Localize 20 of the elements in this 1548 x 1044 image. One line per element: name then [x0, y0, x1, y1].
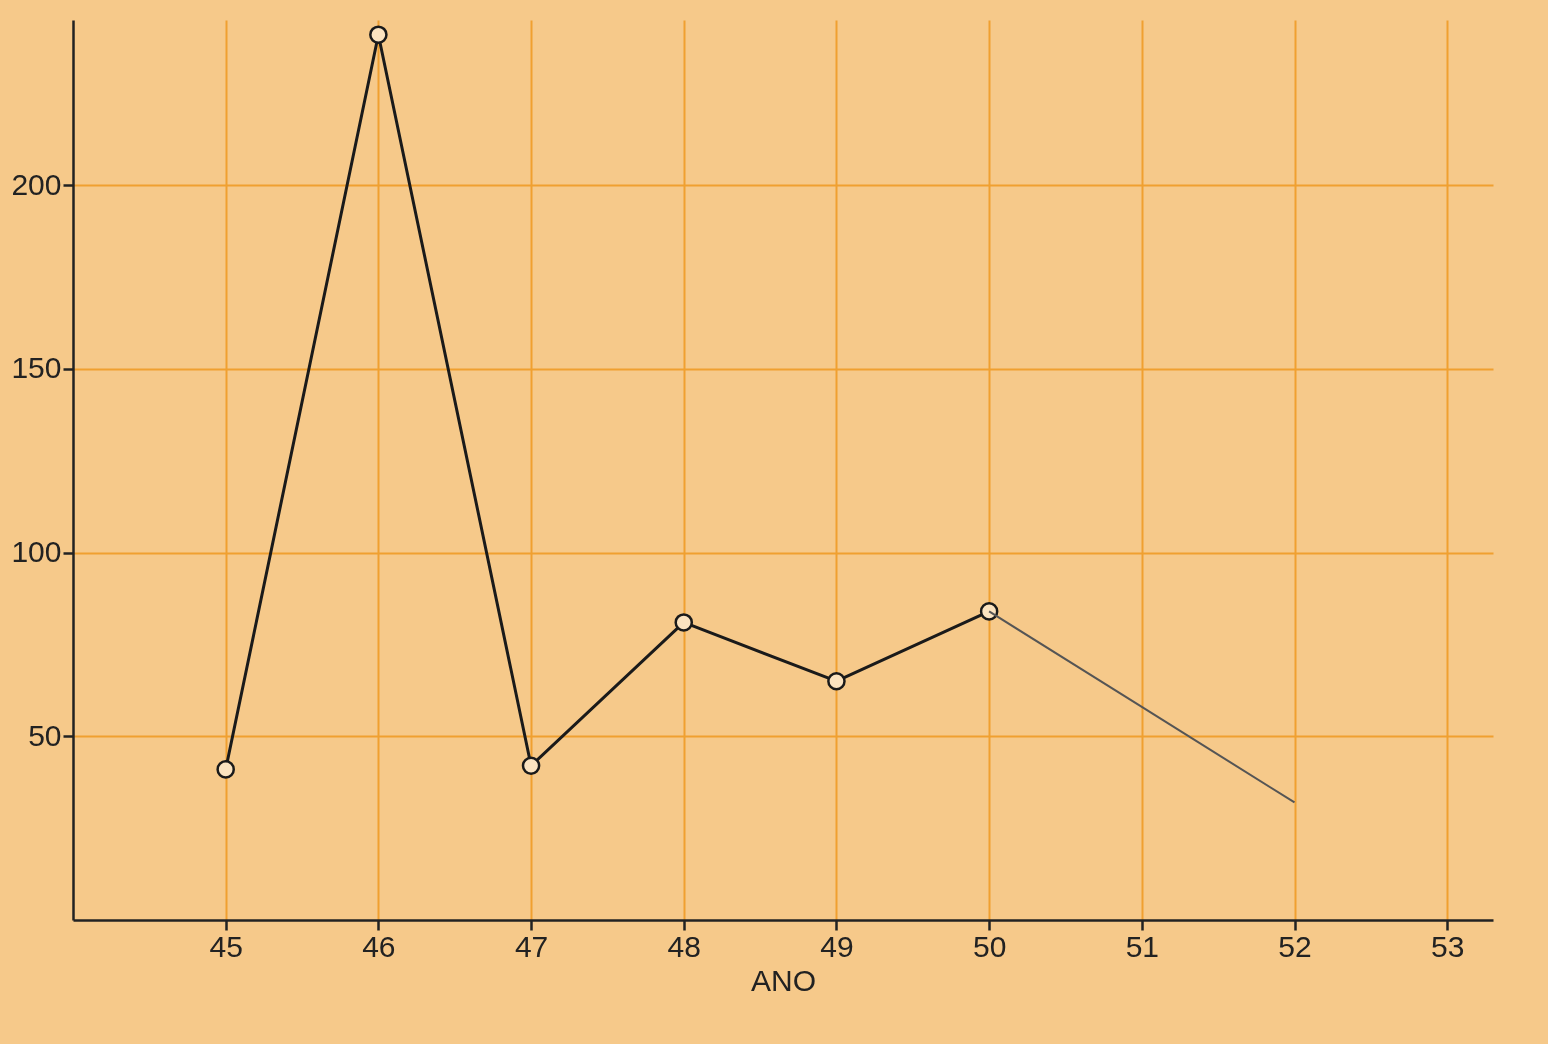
x-tick-label: 49: [820, 929, 854, 963]
y-tick-label: 200: [11, 167, 62, 201]
x-tick-label: 53: [1431, 929, 1465, 963]
point: [369, 25, 388, 44]
x-tick-label: 45: [209, 929, 243, 963]
x-tick-label: 51: [1125, 929, 1159, 963]
x-tick-label: 50: [972, 929, 1007, 963]
x-tick-label: 46: [362, 929, 396, 963]
y-tick-label: 150: [11, 351, 62, 385]
x-tick-label: 52: [1278, 929, 1312, 963]
x-tick-label: 47: [514, 929, 549, 963]
point: [827, 671, 846, 691]
point: [521, 756, 541, 776]
point: [674, 613, 694, 632]
point: [979, 602, 999, 621]
point: [216, 760, 235, 779]
x-axis-title: ANO: [750, 963, 817, 997]
x-tick-label: 48: [667, 929, 701, 963]
y-tick-label: 100: [11, 535, 62, 569]
y-tick-label: 50: [28, 718, 62, 752]
